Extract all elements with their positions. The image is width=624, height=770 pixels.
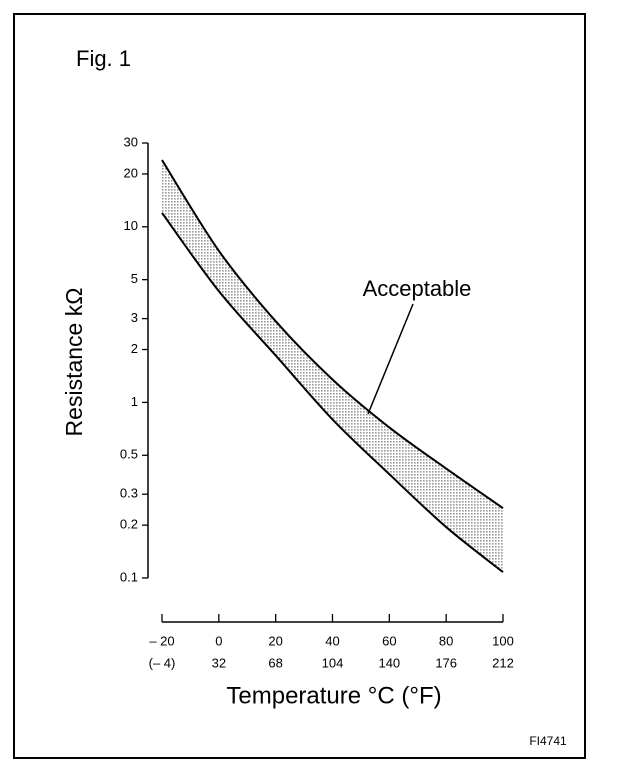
- x2-tick-label: 176: [435, 655, 457, 670]
- y-axis-label: Resistance kΩ: [61, 288, 87, 437]
- y-tick-label: 0.1: [120, 569, 138, 584]
- chart-title: Fig. 1: [76, 46, 131, 71]
- x-tick-label: 0: [215, 633, 222, 648]
- y-tick-label: 30: [124, 134, 138, 149]
- band-segment: [446, 468, 503, 573]
- x2-tick-label: 104: [322, 655, 344, 670]
- band-segment: [389, 427, 447, 528]
- band-edge: [161, 212, 504, 573]
- y-tick-label: 10: [124, 218, 138, 233]
- y-tick-label: 2: [131, 341, 138, 356]
- footnote: FI4741: [529, 734, 567, 748]
- x-axis-label: Temperature °C (°F): [226, 682, 441, 709]
- band-segment: [275, 321, 333, 420]
- y-tick-label: 0.5: [120, 447, 138, 462]
- x-tick-label: 20: [268, 633, 282, 648]
- x2-tick-label: 68: [268, 655, 282, 670]
- y-tick-label: 5: [131, 271, 138, 286]
- annotation: Acceptable: [363, 276, 472, 301]
- band-segment: [218, 250, 276, 356]
- x2-tick-label: (– 4): [149, 655, 176, 670]
- x-tick-label: 100: [492, 633, 514, 648]
- y-tick-label: 0.3: [120, 486, 138, 501]
- y-tick-label: 20: [124, 165, 138, 180]
- band-segment: [332, 379, 390, 475]
- annotation-pointer: [367, 303, 414, 415]
- x-tick-label: 80: [439, 633, 453, 648]
- y-tick-label: 3: [131, 310, 138, 325]
- x-tick-label: 60: [382, 633, 396, 648]
- x-tick-label: 40: [325, 633, 339, 648]
- y-tick-label: 1: [131, 394, 138, 409]
- y-tick-label: 0.2: [120, 517, 138, 532]
- x-tick-label: – 20: [149, 633, 174, 648]
- x2-tick-label: 140: [378, 655, 400, 670]
- band-edge: [161, 159, 504, 509]
- x2-tick-label: 212: [492, 655, 514, 670]
- frame: [13, 13, 586, 759]
- band-segment: [162, 160, 219, 292]
- x2-tick-label: 32: [212, 655, 226, 670]
